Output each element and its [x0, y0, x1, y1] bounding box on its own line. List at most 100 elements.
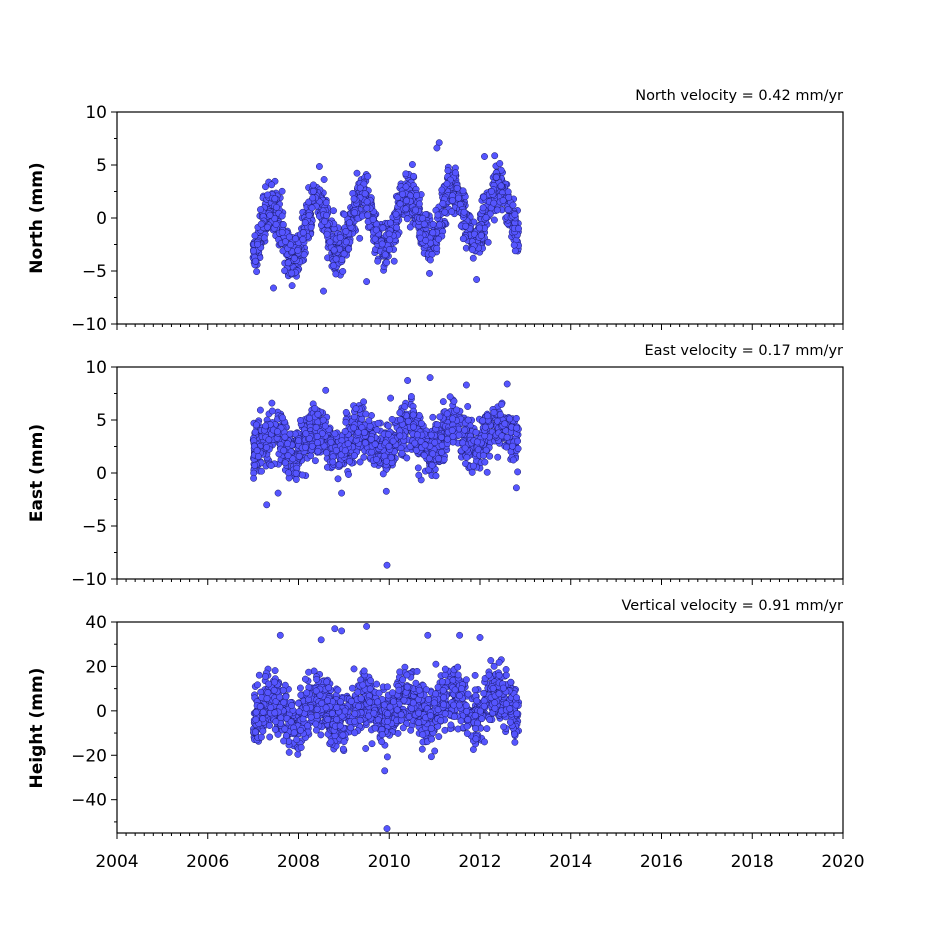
data-point	[284, 452, 292, 460]
data-point	[294, 750, 302, 758]
data-point	[401, 403, 409, 411]
data-point	[385, 230, 393, 238]
data-point	[370, 709, 378, 717]
data-point	[294, 246, 302, 254]
data-point	[324, 697, 332, 705]
data-point	[412, 206, 420, 214]
data-point	[267, 704, 275, 712]
data-point	[362, 745, 370, 752]
data-point	[503, 380, 511, 388]
data-point	[453, 406, 461, 414]
data-point	[410, 423, 417, 431]
data-point	[323, 678, 331, 686]
height-ylabel: Height (mm)	[27, 668, 47, 789]
data-point	[337, 451, 345, 459]
data-point	[386, 246, 393, 253]
data-point	[384, 422, 392, 430]
data-point	[472, 724, 479, 732]
x-tick-label: 2008	[277, 852, 320, 872]
data-point	[371, 724, 379, 732]
data-point	[438, 433, 445, 441]
y-tick-label: −40	[71, 791, 107, 811]
data-point	[360, 667, 368, 675]
data-point	[489, 684, 497, 692]
data-point	[276, 631, 284, 639]
data-point	[509, 456, 517, 464]
data-point	[428, 461, 436, 469]
data-point	[338, 627, 346, 635]
data-point	[281, 725, 289, 733]
data-point	[364, 172, 372, 180]
data-point	[412, 679, 420, 687]
data-point	[455, 431, 463, 439]
data-point	[356, 458, 364, 466]
east-panel: East velocity = 0.17 mm/yr East (mm) −10…	[27, 343, 844, 590]
data-point	[479, 417, 487, 425]
data-point	[481, 458, 489, 466]
data-point	[422, 237, 430, 244]
data-point	[317, 636, 325, 644]
data-point	[268, 407, 276, 415]
data-point	[454, 663, 462, 671]
data-point	[403, 671, 411, 679]
data-point	[303, 689, 311, 697]
data-point	[432, 690, 440, 698]
y-tick-label: 5	[96, 411, 107, 431]
data-point	[305, 668, 313, 676]
data-point	[321, 422, 329, 430]
data-point	[361, 439, 369, 447]
data-point	[312, 720, 320, 728]
data-point	[386, 236, 394, 244]
data-point	[257, 220, 265, 228]
data-point	[433, 244, 441, 252]
data-point	[313, 712, 321, 720]
data-point	[308, 204, 316, 212]
data-point	[357, 695, 365, 703]
data-point	[271, 215, 279, 222]
data-point	[274, 489, 282, 497]
data-point	[340, 738, 348, 746]
data-point	[382, 457, 390, 465]
data-point	[366, 698, 374, 706]
data-point	[414, 464, 422, 472]
data-point	[280, 737, 288, 745]
data-point	[288, 702, 296, 709]
data-point	[479, 204, 487, 212]
data-point	[415, 719, 423, 727]
data-point	[429, 229, 437, 237]
data-point	[295, 452, 303, 460]
data-point	[415, 200, 423, 208]
data-point	[470, 462, 477, 470]
y-tick-label: 5	[96, 156, 107, 176]
data-point	[512, 484, 520, 492]
data-point	[490, 199, 498, 207]
data-point	[440, 694, 448, 701]
data-point	[441, 208, 449, 216]
data-point	[326, 238, 334, 246]
data-point	[403, 215, 411, 223]
data-point	[257, 733, 265, 741]
data-point	[471, 686, 479, 694]
data-point	[412, 446, 420, 454]
data-point	[432, 472, 440, 480]
data-point	[426, 256, 434, 264]
data-point	[509, 201, 517, 209]
data-point	[481, 423, 489, 431]
data-point	[433, 421, 441, 429]
data-point	[401, 663, 409, 671]
data-point	[468, 468, 476, 476]
data-point	[426, 269, 433, 277]
data-point	[498, 400, 505, 408]
data-point	[379, 470, 387, 478]
data-point	[477, 232, 485, 239]
data-point	[339, 745, 347, 753]
y-tick-label: −5	[82, 262, 107, 282]
data-point	[322, 199, 330, 207]
data-point	[252, 716, 260, 724]
data-point	[263, 223, 271, 231]
data-point	[264, 191, 272, 199]
data-point	[497, 182, 505, 190]
data-point	[363, 278, 371, 286]
data-point	[340, 250, 348, 258]
data-point	[285, 233, 293, 241]
